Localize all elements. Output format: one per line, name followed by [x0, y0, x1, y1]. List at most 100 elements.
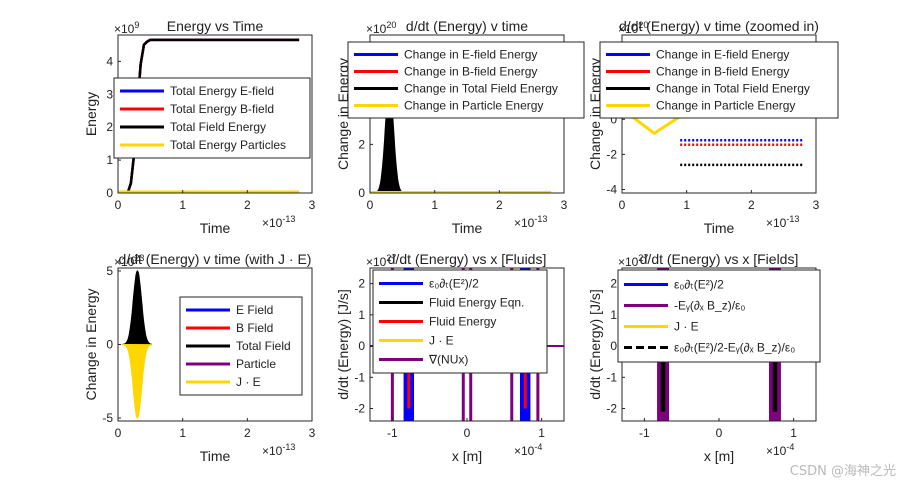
x-tick-label: 2: [244, 198, 251, 212]
chart-title: d/dt (Energy) vs x [Fluids]: [388, 251, 547, 267]
x-multiplier-power: -13: [786, 214, 799, 224]
legend-label: J · E: [429, 334, 454, 348]
legend: ε₀∂ₜ(E²)/2-Eᵧ(∂ₓ B_z)/ε₀J · Eε₀∂ₜ(E²)/2-…: [617, 269, 821, 363]
x-tick-label: 3: [813, 198, 820, 212]
x-tick-label: 1: [431, 198, 438, 212]
x-axis-label: x [m]: [704, 448, 734, 464]
x-tick-label: -1: [387, 426, 398, 440]
y-axis-label: Change in Energy: [83, 288, 99, 400]
x-tick-label: 2: [496, 198, 503, 212]
x-multiplier-power: -13: [534, 214, 547, 224]
legend-label: Total Field: [236, 339, 291, 353]
x-tick-label: 3: [309, 198, 316, 212]
y-tick-label: 1: [358, 308, 365, 322]
x-axis-label: x [m]: [452, 448, 482, 464]
x-tick-label: 2: [748, 198, 755, 212]
legend: Change in E-field Energy Change in B-fiel…: [599, 41, 839, 119]
series-total-field-energy-2: [118, 38, 300, 193]
x-tick-label: -1: [639, 426, 650, 440]
legend-label: ∇(NUx): [428, 353, 468, 367]
y-axis-label: Change in Energy: [587, 58, 603, 170]
y-tick-label: 0: [610, 339, 617, 353]
x-tick-label: 1: [179, 426, 186, 440]
legend-label: Total Energy E-field: [170, 84, 274, 98]
legend-label: Change in E-field Energy: [404, 48, 537, 62]
x-multiplier: ×10-13: [262, 214, 295, 230]
y-tick-label: -2: [606, 147, 617, 161]
legend-label: Total Energy B-field: [170, 102, 274, 116]
chart-title: Energy vs Time: [167, 18, 264, 34]
x-axis-label: Time: [200, 448, 231, 464]
legend-label: -Eᵧ(∂ₓ B_z)/ε₀: [674, 299, 745, 313]
y-tick-label: -4: [606, 182, 617, 196]
y-tick-label: 0: [358, 186, 365, 200]
y-exponent-power: 9: [134, 20, 139, 30]
y-tick-label: 0: [610, 112, 617, 126]
legend-label: J · E: [236, 375, 261, 389]
y-tick-label: -5: [102, 411, 113, 425]
x-tick-label: 0: [619, 198, 626, 212]
x-tick-label: 0: [115, 198, 122, 212]
x-tick-label: 0: [464, 426, 471, 440]
y-exponent-power: 27: [638, 253, 648, 263]
y-tick-label: 1: [106, 153, 113, 167]
x-tick-label: 3: [561, 198, 568, 212]
legend-label: J · E: [674, 320, 699, 334]
y-tick-label: 0: [358, 339, 365, 353]
x-tick-label: 1: [790, 426, 797, 440]
x-multiplier: ×10-13: [766, 214, 799, 230]
y-tick-label: 3: [106, 87, 113, 101]
legend-label: Change in Particle Energy: [404, 99, 543, 113]
x-tick-label: 3: [309, 426, 316, 440]
y-tick-label: -1: [354, 370, 365, 384]
legend-label: Particle: [236, 357, 276, 371]
chart-title: d/dt (Energy) vs x [Fields]: [640, 251, 799, 267]
y-axis-label: Change in Energy: [335, 58, 351, 170]
watermark: CSDN @海神之光: [789, 464, 896, 479]
legend-label: Total Field Energy: [170, 120, 266, 134]
x-tick-label: 0: [367, 198, 374, 212]
chart-title: d/dt (Energy) v time: [406, 18, 528, 34]
chart-title: d/dt (Energy) v time (with J · E): [119, 251, 312, 267]
x-multiplier-power: -13: [282, 214, 295, 224]
legend: E Field B Field Total Field Particle J · E: [179, 296, 303, 396]
y-tick-label: 1: [610, 308, 617, 322]
y-tick-label: -2: [354, 402, 365, 416]
legend-label: Fluid Energy: [429, 315, 496, 329]
legend-label: E Field: [236, 303, 273, 317]
x-multiplier-power: -4: [534, 442, 542, 452]
x-tick-label: 2: [244, 426, 251, 440]
y-tick-label: 4: [106, 54, 113, 68]
legend-label: B Field: [236, 321, 273, 335]
series-j-e-1: [122, 343, 153, 419]
plot-area: [627, 110, 804, 167]
legend-label: ε₀∂ₜ(E²)/2-Eᵧ(∂ₓ B_z)/ε₀: [674, 341, 795, 355]
x-multiplier: ×10-4: [766, 442, 794, 458]
legend: Change in E-field Energy Change in B-fiel…: [347, 41, 585, 119]
x-axis-label: Time: [704, 220, 735, 236]
y-tick-label: 2: [358, 277, 365, 291]
y-exponent-power: 27: [386, 253, 396, 263]
y-tick-label: 2: [610, 277, 617, 291]
legend-label: Change in Total Field Energy: [656, 82, 810, 96]
legend-label: ε₀∂ₜ(E²)/2: [674, 278, 724, 292]
y-exponent-power: 20: [386, 20, 396, 30]
y-tick-label: 2: [106, 120, 113, 134]
y-tick-label: -2: [606, 402, 617, 416]
x-tick-label: 0: [716, 426, 723, 440]
x-multiplier-power: -4: [786, 442, 794, 452]
series-total-field-0: [122, 270, 153, 346]
chart-title: d/dt (Energy) v time (zoomed in): [619, 18, 819, 34]
plot-area: [118, 38, 300, 193]
y-tick-label: 2: [358, 137, 365, 151]
x-multiplier: ×10-13: [262, 442, 295, 458]
x-axis-label: Time: [200, 220, 231, 236]
y-exponent: ×109: [114, 20, 139, 36]
y-exponent-power: 23: [134, 253, 144, 263]
y-tick-label: 5: [106, 264, 113, 278]
